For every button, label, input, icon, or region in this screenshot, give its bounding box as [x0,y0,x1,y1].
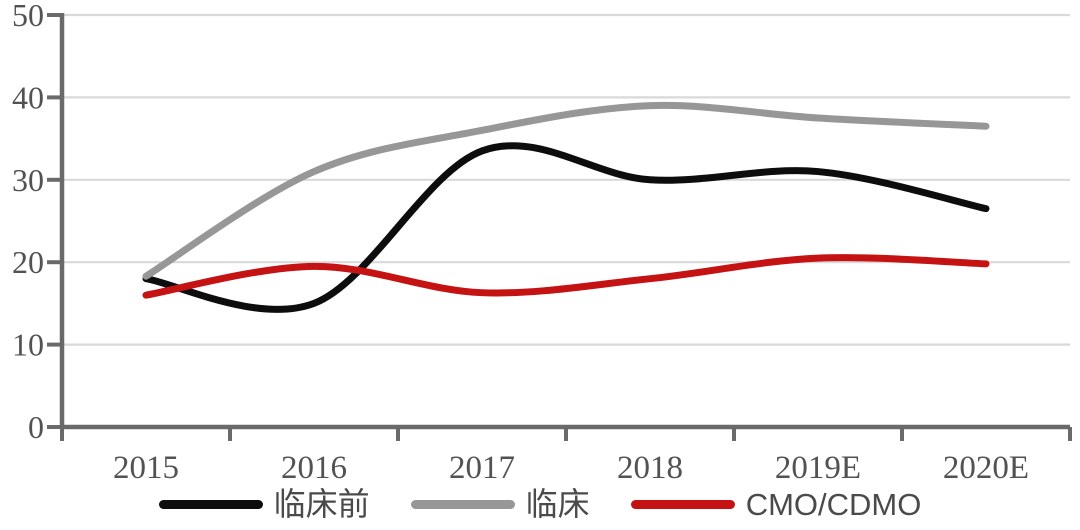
x-tick-labels: 2015 2016 2017 2018 2019E 2020E [113,450,1029,486]
legend-item-preclinical: 临床前 [158,486,370,522]
x-axis-ticks [60,427,1072,441]
axes [59,13,1070,430]
legend-swatch-preclinical [158,499,263,509]
x-tick-label-2018: 2018 [617,450,683,486]
y-tick-label-0: 0 [28,409,44,445]
legend-label-preclinical: 临床前 [273,486,370,522]
y-tick-label-30: 30 [12,162,44,198]
y-tick-label-50: 50 [12,0,44,33]
legend-label-clinical: 临床 [525,486,590,522]
legend-item-clinical: 临床 [410,486,590,522]
y-axis-ticks [47,13,62,429]
series-line-preclinical [142,142,990,313]
series-lines [142,101,990,313]
y-tick-label-40: 40 [12,79,44,115]
chart-legend: 临床前 临床 CMO/CDMO [0,484,1080,524]
x-tick-label-2015: 2015 [113,450,179,486]
series-line-clinical [142,101,990,280]
x-tick-label-2020E: 2020E [943,450,1029,486]
legend-swatch-clinical [410,499,515,509]
legend-item-cmo-cdmo: CMO/CDMO [630,486,922,522]
x-tick-label-2016: 2016 [281,450,347,486]
y-tick-labels: 0 10 20 30 40 50 [12,0,44,445]
x-tick-label-2017: 2017 [449,450,515,486]
legend-label-cmo-cdmo: CMO/CDMO [745,486,922,522]
x-tick-label-2019E: 2019E [775,450,861,486]
y-tick-label-20: 20 [12,244,44,280]
legend-swatch-cmo-cdmo [630,499,735,509]
series-line-cmo-cdmo [142,254,990,299]
y-tick-label-10: 10 [12,327,44,363]
